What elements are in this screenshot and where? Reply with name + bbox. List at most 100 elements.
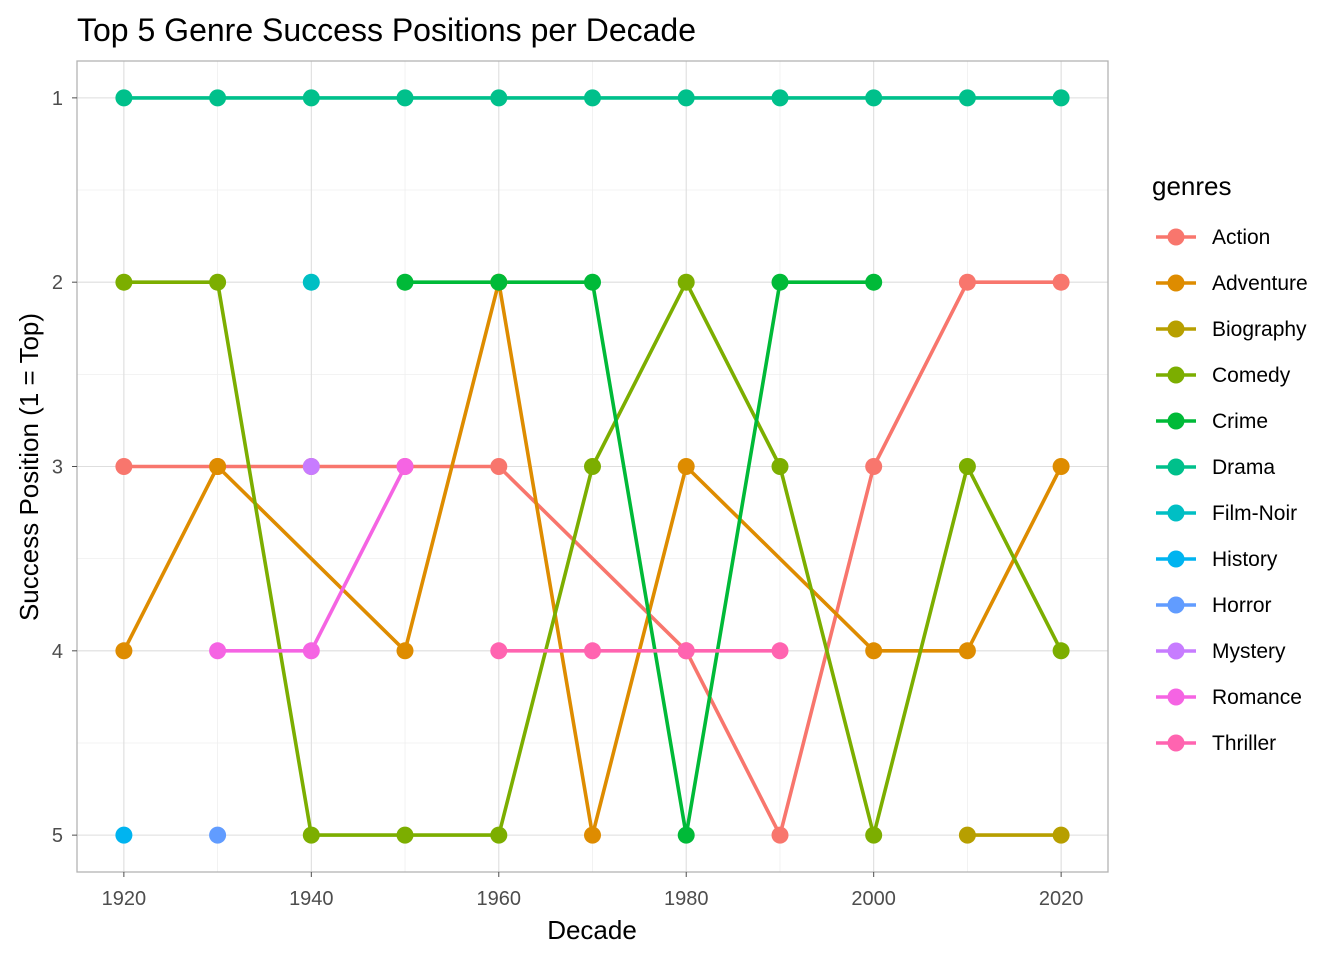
data-point-horror [209, 826, 227, 844]
data-point-drama [677, 89, 695, 107]
data-point-drama [490, 89, 508, 107]
legend-key-point [1167, 596, 1185, 614]
data-point-comedy [677, 273, 695, 291]
data-point-comedy [209, 273, 227, 291]
data-point-comedy [958, 458, 976, 475]
data-point-action [958, 273, 976, 291]
data-point-adventure [677, 458, 695, 475]
legend-item-mystery: Mystery [1156, 640, 1286, 663]
x-tick-label: 2020 [1039, 888, 1084, 910]
data-point-romance [209, 642, 227, 660]
data-point-action [115, 458, 133, 475]
y-tick-label: 3 [52, 457, 63, 479]
data-point-action [865, 458, 883, 475]
data-point-drama [209, 89, 227, 107]
data-point-action [490, 458, 508, 475]
data-point-comedy [490, 826, 508, 844]
legend-item-comedy: Comedy [1156, 364, 1291, 387]
x-tick-label: 2000 [851, 888, 896, 910]
data-point-comedy [396, 826, 414, 844]
data-point-thriller [490, 642, 508, 660]
legend-label: Adventure [1212, 272, 1308, 295]
data-point-mystery [302, 458, 320, 475]
legend-item-thriller: Thriller [1156, 732, 1276, 755]
data-point-history [115, 826, 133, 844]
legend-key-point [1167, 550, 1185, 568]
data-point-adventure [209, 458, 227, 475]
data-point-comedy [1052, 642, 1070, 660]
data-point-drama [302, 89, 320, 107]
data-point-drama [771, 89, 789, 107]
data-point-drama [584, 89, 601, 107]
legend-label: Crime [1212, 410, 1268, 433]
legend-item-crime: Crime [1156, 410, 1268, 433]
legend-key-point [1167, 366, 1185, 384]
data-point-biography [1052, 826, 1070, 844]
x-axis-ticks: 1920 1940 1960 1980 2000 2020 [102, 872, 1084, 910]
legend-key-point [1167, 228, 1185, 246]
x-tick-label: 1920 [102, 888, 147, 910]
legend-label: Drama [1212, 456, 1275, 479]
legend-item-film-noir: Film-Noir [1156, 502, 1297, 525]
legend-key-point [1167, 734, 1185, 752]
legend-item-adventure: Adventure [1156, 272, 1308, 295]
y-tick-label: 4 [52, 641, 63, 663]
legend-item-romance: Romance [1156, 686, 1302, 709]
legend-key-point [1167, 642, 1185, 660]
data-point-comedy [584, 458, 601, 475]
x-axis-title: Decade [547, 915, 637, 945]
legend-label: Romance [1212, 686, 1302, 709]
data-point-romance [302, 642, 320, 660]
data-point-action [771, 826, 789, 844]
legend-key-point [1167, 688, 1185, 706]
data-point-film-noir [302, 273, 320, 291]
legend-item-history: History [1156, 548, 1278, 571]
data-point-adventure [396, 642, 414, 660]
series-points [115, 89, 1070, 844]
data-point-thriller [677, 642, 695, 660]
data-point-drama [865, 89, 883, 107]
data-point-comedy [115, 273, 133, 291]
legend-label: Action [1212, 226, 1270, 249]
data-point-crime [865, 273, 883, 291]
series-line-crime [405, 280, 874, 837]
legend-label: Biography [1212, 318, 1307, 341]
data-point-comedy [302, 826, 320, 844]
legend-item-action: Action [1156, 226, 1270, 249]
data-point-adventure [865, 642, 883, 660]
legend-label: Horror [1212, 594, 1272, 617]
data-point-thriller [584, 642, 601, 660]
data-point-comedy [771, 458, 789, 475]
y-axis-ticks: 1 2 3 4 5 [52, 88, 77, 847]
y-tick-label: 2 [52, 272, 63, 294]
data-point-comedy [865, 826, 883, 844]
data-point-action [1052, 273, 1070, 291]
data-point-crime [584, 273, 601, 291]
legend-item-drama: Drama [1156, 456, 1275, 479]
chart-title: Top 5 Genre Success Positions per Decade [77, 12, 696, 48]
legend-title: genres [1152, 171, 1232, 201]
data-point-adventure [1052, 458, 1070, 475]
legend-key-point [1167, 320, 1185, 338]
x-tick-label: 1980 [664, 888, 709, 910]
data-point-romance [396, 458, 414, 475]
data-point-adventure [958, 642, 976, 660]
data-point-crime [490, 273, 508, 291]
legend-key-point [1167, 504, 1185, 522]
data-point-drama [396, 89, 414, 107]
legend-label: Thriller [1212, 732, 1276, 755]
legend-label: Film-Noir [1212, 502, 1297, 525]
data-point-crime [677, 826, 695, 844]
data-point-biography [958, 826, 976, 844]
legend-label: History [1212, 548, 1278, 571]
data-point-adventure [115, 642, 133, 660]
y-axis-title: Success Position (1 = Top) [14, 313, 44, 621]
data-point-crime [771, 273, 789, 291]
data-point-thriller [771, 642, 789, 660]
legend-key-point [1167, 274, 1185, 292]
data-point-drama [1052, 89, 1070, 107]
data-point-adventure [584, 826, 601, 844]
legend-label: Mystery [1212, 640, 1286, 663]
